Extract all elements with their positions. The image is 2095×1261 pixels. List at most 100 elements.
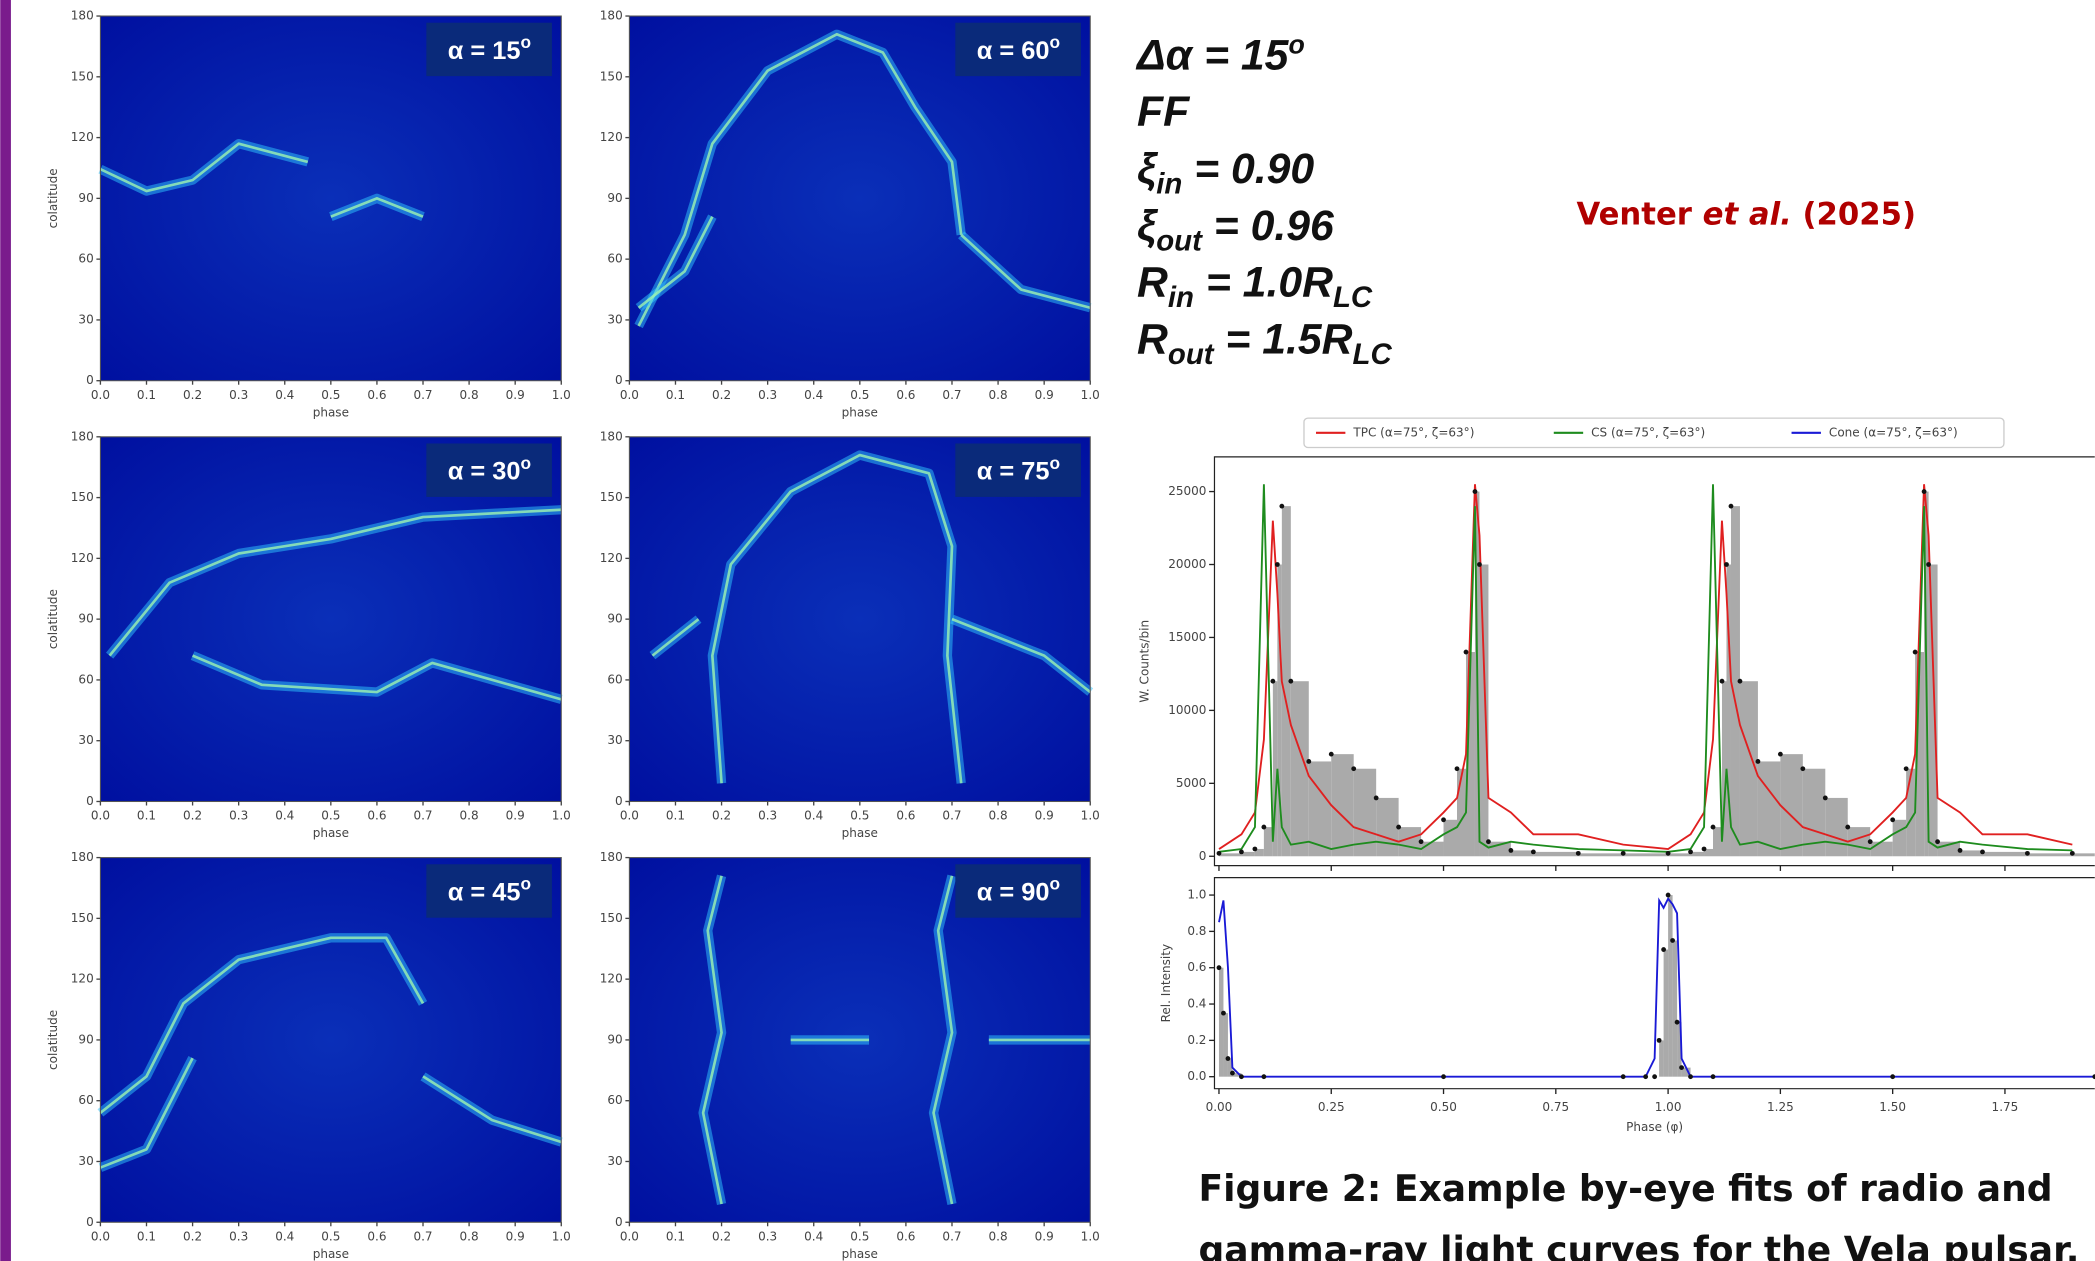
y-tick-label: 1.0 bbox=[1187, 888, 1206, 902]
panel-label-text: α = 60 bbox=[977, 37, 1050, 65]
skymap-emission-core bbox=[701, 875, 723, 1205]
panel-label-sup: o bbox=[1049, 453, 1060, 473]
y-tick-label: 120 bbox=[71, 130, 94, 144]
observed-point bbox=[1239, 849, 1244, 855]
observed-point bbox=[1777, 751, 1783, 757]
y-tick-label: 90 bbox=[607, 612, 622, 626]
observed-bar bbox=[1928, 564, 1938, 857]
y-tick-label: 180 bbox=[600, 850, 623, 864]
param-sub: out bbox=[1156, 224, 1203, 257]
y-tick-label: 150 bbox=[600, 490, 623, 504]
skymap-panel: α = 30o 0 30 60 90 120 150 180 0.0 0.1 0.2 0.3 0.4 0.… bbox=[46, 429, 571, 840]
observed-bar bbox=[1398, 827, 1422, 857]
observed-point bbox=[1508, 848, 1514, 853]
observed-bar bbox=[1690, 851, 1705, 857]
observed-point bbox=[1351, 766, 1357, 772]
x-tick-label: 0.25 bbox=[1318, 1100, 1345, 1114]
x-tick-label: 0.9 bbox=[1035, 1229, 1054, 1243]
x-tick-label: 0.7 bbox=[413, 388, 432, 402]
x-tick-label: 0.4 bbox=[804, 809, 823, 823]
observed-bar bbox=[1672, 940, 1678, 1077]
caption-box: Figure 2: Example by-eye fits of radio a… bbox=[1198, 1169, 2079, 1261]
panel-label-sup: o bbox=[520, 453, 531, 473]
x-tick-label: 0.75 bbox=[1542, 1100, 1569, 1114]
observed-point bbox=[1679, 1065, 1684, 1071]
observed-bar bbox=[1510, 850, 1534, 857]
observed-point bbox=[1935, 839, 1940, 845]
param-sub: LC bbox=[1333, 281, 1373, 314]
observed-point bbox=[1670, 938, 1675, 943]
observed-point bbox=[1530, 849, 1536, 855]
y-tick-label: 30 bbox=[607, 312, 622, 326]
x-tick-label: 1.0 bbox=[552, 1229, 571, 1243]
y-tick-label: 180 bbox=[71, 850, 94, 864]
x-tick-label: 0.7 bbox=[942, 809, 961, 823]
observed-bar bbox=[1739, 681, 1758, 857]
observed-point bbox=[1239, 1074, 1244, 1080]
panel-label-text: α = 15 bbox=[448, 37, 521, 65]
y-tick-label: 180 bbox=[600, 429, 623, 443]
panel-label-text: α = 30 bbox=[448, 458, 521, 486]
observed-point bbox=[1279, 503, 1285, 509]
ref-author: Venter bbox=[1576, 196, 1702, 232]
x-tick-label: 0.9 bbox=[506, 809, 525, 823]
observed-point bbox=[1710, 824, 1716, 830]
y-tick-label: 30 bbox=[78, 1154, 93, 1168]
y-tick-label: 0 bbox=[86, 1215, 94, 1229]
panel-label-sup: o bbox=[1049, 32, 1060, 52]
side-bar bbox=[0, 0, 11, 1261]
observed-point bbox=[1800, 766, 1806, 772]
observed-bar bbox=[1457, 768, 1466, 857]
observed-point bbox=[1230, 1070, 1235, 1076]
observed-point bbox=[1477, 562, 1482, 567]
observed-point bbox=[1486, 839, 1491, 845]
x-tick-label: 0.1 bbox=[666, 388, 685, 402]
x-tick-label: 0.2 bbox=[183, 1229, 202, 1243]
panel-label-box bbox=[955, 22, 1081, 77]
observed-point bbox=[1221, 1010, 1226, 1016]
observed-point bbox=[1737, 678, 1743, 684]
observed-point bbox=[1472, 489, 1478, 494]
parameter-line: ξout = 0.96 bbox=[1137, 202, 1334, 258]
x-tick-label: 0.1 bbox=[137, 809, 156, 823]
x-tick-label: 0.4 bbox=[804, 388, 823, 402]
y-tick-label: 25000 bbox=[1168, 484, 1206, 498]
observed-bar bbox=[1281, 506, 1291, 857]
x-tick-label: 0.0 bbox=[620, 809, 639, 823]
observed-bar bbox=[2027, 853, 2073, 857]
x-tick-label: 0.1 bbox=[666, 1229, 685, 1243]
observed-bar bbox=[1277, 564, 1282, 857]
x-tick-label: 0.6 bbox=[367, 388, 386, 402]
param-sub: in bbox=[1168, 281, 1194, 314]
y-tick-label: 60 bbox=[607, 1093, 622, 1107]
x-tick-label: 0.7 bbox=[413, 1229, 432, 1243]
x-tick-label: 0.1 bbox=[666, 809, 685, 823]
y-tick-label: 30 bbox=[78, 733, 93, 747]
x-tick-label: 1.00 bbox=[1655, 1100, 1682, 1114]
x-tick-label: 0.5 bbox=[850, 388, 869, 402]
x-tick-label: 1.25 bbox=[1767, 1100, 1794, 1114]
panel-label-box bbox=[426, 864, 552, 918]
y-tick-label: 0.4 bbox=[1187, 997, 1206, 1011]
x-tick-label: 0.3 bbox=[758, 388, 777, 402]
y-tick-label: 0.6 bbox=[1187, 960, 1206, 974]
param-value: = 0.96 bbox=[1202, 202, 1334, 250]
light-curve-chart: 0 5000 10000 15000 20000 25000 W. Counts/bin bbox=[1138, 456, 2095, 871]
observed-point bbox=[1620, 1074, 1626, 1080]
skymap-panel: α = 75o 0 30 60 90 120 150 180 0.0 0.1 0.2 0.3 0.4 0.… bbox=[600, 429, 1100, 840]
y-tick-label: 120 bbox=[71, 551, 94, 565]
observed-point bbox=[1688, 849, 1693, 855]
y-tick-label: 0 bbox=[1199, 849, 1207, 863]
y-tick-label: 180 bbox=[71, 429, 94, 443]
observed-point bbox=[1980, 849, 1985, 855]
observed-point bbox=[1845, 824, 1851, 830]
x-tick-label: 0.9 bbox=[506, 1229, 525, 1243]
y-tick-label: 120 bbox=[600, 551, 623, 565]
x-tick-label: 0.3 bbox=[758, 809, 777, 823]
x-tick-label: 0.2 bbox=[183, 809, 202, 823]
y-tick-label: 60 bbox=[78, 252, 93, 266]
skymap-emission-core bbox=[99, 1057, 194, 1169]
param-sup: o bbox=[1288, 29, 1304, 59]
observed-point bbox=[1701, 846, 1707, 852]
observed-point bbox=[1575, 850, 1581, 856]
